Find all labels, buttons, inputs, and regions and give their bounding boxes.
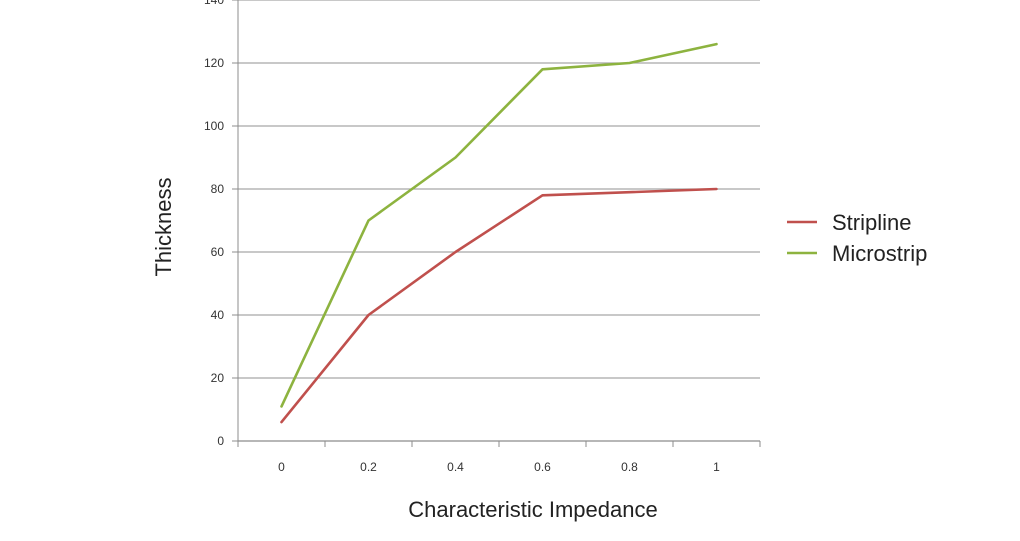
x-tick-label: 0.6 xyxy=(534,460,551,474)
y-tick-label: 100 xyxy=(204,119,224,133)
y-tick-label: 80 xyxy=(211,182,225,196)
axes: 0 20 40 60 80 100 120 140 0 0.2 0.4 0.6 0.8 1 xyxy=(204,0,761,474)
y-tick-label: 120 xyxy=(204,56,224,70)
legend-label-stripline: Stripline xyxy=(832,210,911,235)
series-lines xyxy=(280,42,718,424)
x-tick-label: 1 xyxy=(713,460,720,474)
y-tick-label: 20 xyxy=(211,371,225,385)
x-tick-label: 0.8 xyxy=(621,460,638,474)
y-tick-label: 40 xyxy=(211,308,225,322)
x-tick-label: 0.4 xyxy=(447,460,464,474)
x-tick-label: 0.2 xyxy=(360,460,377,474)
series-line-stripline xyxy=(280,187,718,424)
x-axis-title: Characteristic Impedance xyxy=(408,497,657,522)
y-axis-title: Thickness xyxy=(151,177,176,276)
y-tick-label: 60 xyxy=(211,245,225,259)
y-tick-label: 0 xyxy=(217,434,224,448)
legend-label-microstrip: Microstrip xyxy=(832,241,927,266)
series-line-microstrip xyxy=(280,42,718,408)
y-tick-label: 140 xyxy=(204,0,224,7)
x-tick-label: 0 xyxy=(278,460,285,474)
legend: Stripline Microstrip xyxy=(787,210,927,266)
